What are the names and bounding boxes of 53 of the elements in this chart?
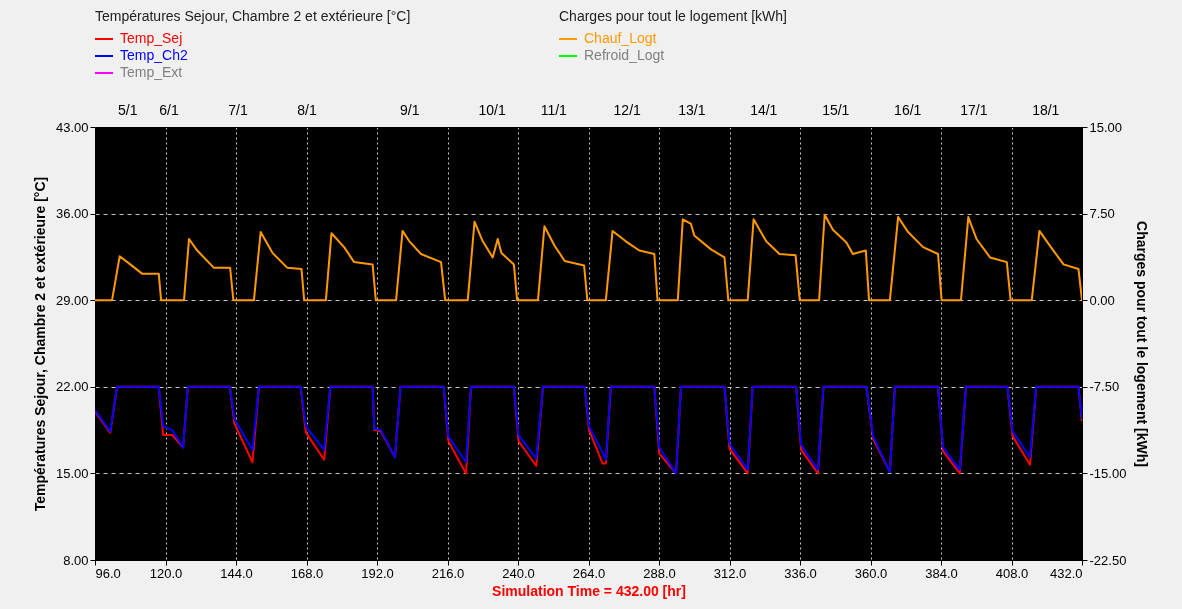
- line-series: [95, 385, 1082, 475]
- x2-tick-label: 10/1: [478, 101, 506, 118]
- x-tick-label: 240.0: [502, 565, 535, 581]
- y-tick-label: 22.00: [55, 379, 89, 395]
- y2-tick-label: -15.00: [1089, 465, 1127, 481]
- x2-tick-label: 5/1: [118, 101, 138, 118]
- y2-tick-label: -22.50: [1089, 552, 1127, 568]
- legend-label: Temp_Ext: [120, 64, 183, 80]
- line-series: [95, 213, 1082, 302]
- y2-tick-label: 15.00: [1089, 119, 1123, 135]
- y-axis-title: Températures Sejour, Chambre 2 et extérieure [°C]: [31, 176, 48, 512]
- x2-tick-label: 15/1: [822, 101, 850, 118]
- x2-tick-label: 8/1: [297, 101, 317, 118]
- text: Températures Sejour, Chambre 2 et extérieure [°C]: [95, 8, 411, 24]
- text: Charges pour tout le logement [kWh]: [559, 8, 788, 24]
- x-tick-label: 360.0: [854, 565, 888, 581]
- x-tick-label: 216.0: [431, 565, 465, 581]
- x-axis-title: Simulation Time = 432.00 [hr]: [492, 582, 686, 599]
- y2-tick-label: 7.50: [1089, 206, 1115, 222]
- y-tick-label: 29.00: [55, 292, 89, 308]
- x2-tick-label: 7/1: [228, 101, 248, 118]
- x-tick-label: 384.0: [925, 565, 958, 581]
- legend-label: Temp_Ch2: [120, 47, 188, 63]
- x-tick-label: 264.0: [572, 565, 606, 581]
- y-tick-label: 8.00: [63, 552, 89, 568]
- x2-tick-label: 18/1: [1032, 101, 1060, 118]
- y-tick-label: 43.00: [55, 119, 89, 135]
- x-tick-label: 432.0: [1049, 565, 1083, 581]
- x-tick-label: 168.0: [290, 565, 324, 581]
- x-tick-label: 336.0: [784, 565, 817, 581]
- legend-label: Chauf_Logt: [584, 30, 657, 46]
- x-tick-label: 144.0: [220, 565, 253, 581]
- y2-axis-title: Charges pour tout le logement [kWh]: [1134, 221, 1151, 467]
- x-tick-label: 312.0: [713, 565, 747, 581]
- y2-tick-label: 0.00: [1089, 292, 1115, 308]
- x-tick-label: 120.0: [149, 565, 183, 581]
- y-tick-label: 36.00: [55, 206, 89, 222]
- x-tick-label: 192.0: [361, 565, 394, 581]
- x2-tick-label: 11/1: [540, 101, 568, 118]
- y-tick-label: 15.00: [55, 465, 89, 481]
- x2-tick-label: 13/1: [678, 101, 706, 118]
- x2-tick-label: 17/1: [960, 101, 988, 118]
- legend-label: Refroid_Logt: [584, 47, 665, 63]
- x-tick-label: 96.0: [95, 565, 121, 581]
- x2-tick-label: 14/1: [750, 101, 778, 118]
- legend-label: Temp_Sej: [120, 30, 183, 46]
- x2-tick-label: 9/1: [400, 101, 420, 118]
- x2-tick-label: 6/1: [159, 101, 179, 118]
- x-tick-label: 288.0: [643, 565, 676, 581]
- y2-tick-label: -7.50: [1089, 379, 1120, 395]
- x-tick-label: 408.0: [995, 565, 1029, 581]
- x2-tick-label: 12/1: [613, 101, 642, 118]
- x2-tick-label: 16/1: [894, 101, 922, 118]
